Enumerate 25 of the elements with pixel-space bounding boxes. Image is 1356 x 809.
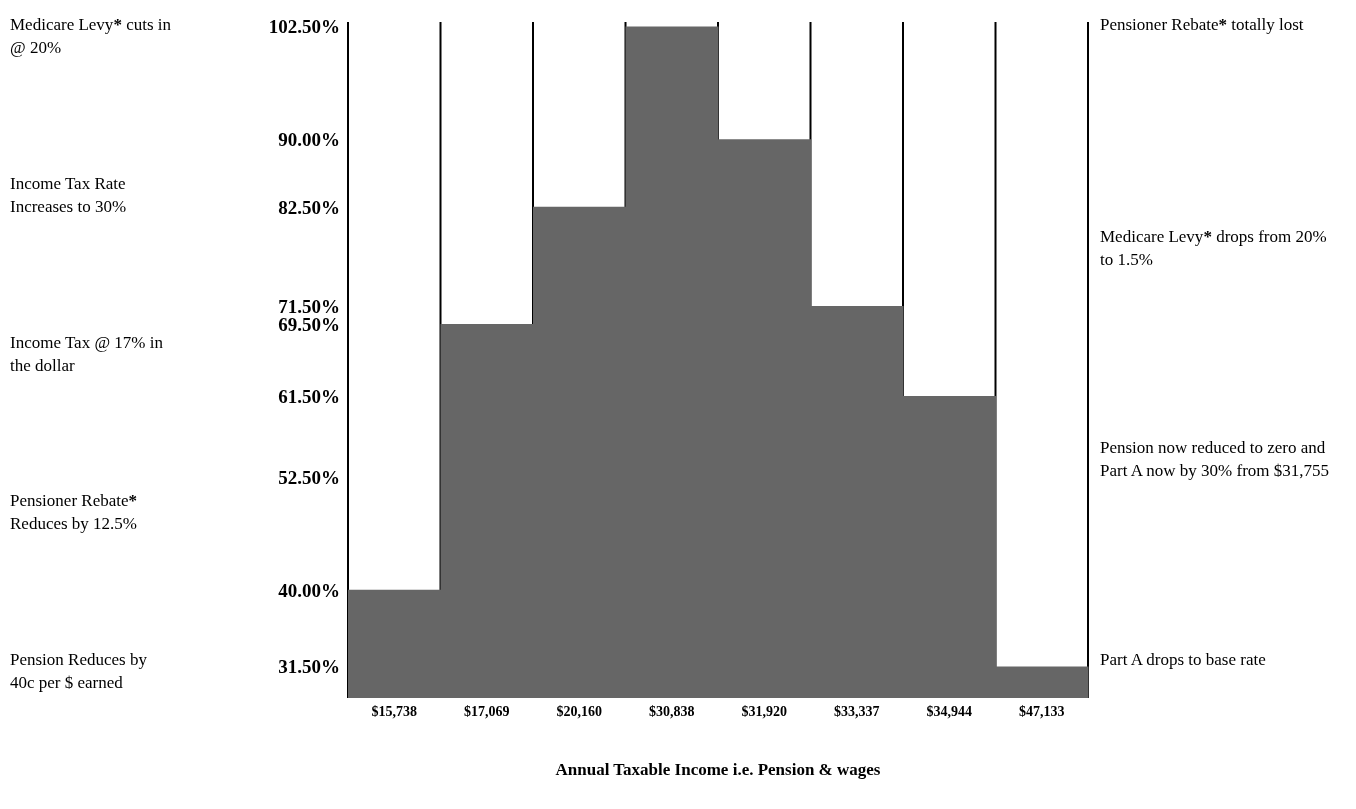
text: Pension Reduces by 40c per $ earned (10, 650, 147, 692)
x-tick-label: $15,738 (371, 703, 417, 719)
y-tick-label: 40.00% (278, 579, 340, 601)
y-tick-label: 102.50% (268, 16, 340, 38)
text: Income Tax Rate Increases to 30% (10, 173, 127, 216)
x-tick-label: $34,944 (926, 703, 972, 719)
x-tick-label: $17,069 (464, 703, 510, 719)
text: Part A drops to base rate (1100, 650, 1266, 669)
y-tick-label: 61.50% (278, 385, 340, 407)
x-tick-label: $30,838 (649, 703, 695, 719)
y-tick-label: 52.50% (278, 466, 340, 488)
x-tick-label: $20,160 (556, 703, 602, 719)
x-axis-title: Annual Taxable Income i.e. Pension & wages (554, 760, 882, 780)
text: Pension now reduced to zero and Part A now by 30% from $31,755 (1100, 438, 1330, 481)
x-tick-label: $33,337 (834, 703, 880, 719)
x-tick-label: $47,133 (1019, 703, 1065, 719)
text: Pensioner Rebate* totally lost (1100, 15, 1304, 34)
text: Income Tax @ 17% in the dollar (10, 332, 163, 375)
text: Pensioner Rebate* Reduces by 12.5% (10, 491, 138, 534)
y-tick-label: 90.00% (278, 128, 340, 150)
y-tick-label: 82.50% (278, 196, 340, 218)
text: Medicare Levy* cuts in @ 20% (10, 15, 171, 57)
text: Medicare Levy* drops from 20% to 1.5% (1100, 226, 1327, 269)
y-tick-label: 31.50% (278, 656, 340, 678)
x-tick-label: $31,920 (741, 703, 787, 719)
